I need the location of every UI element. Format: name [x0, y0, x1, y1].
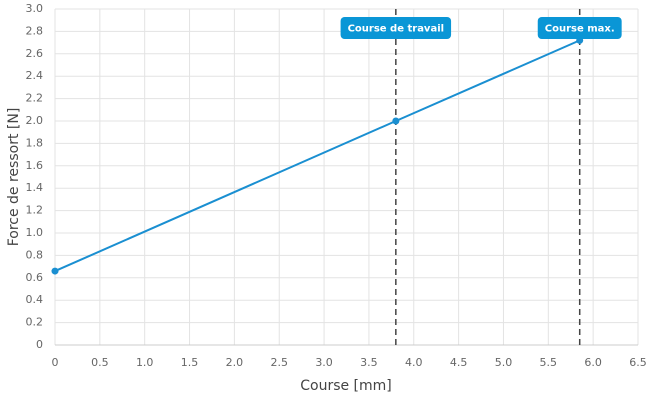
- y-tick-label: 2.2: [26, 92, 44, 105]
- annotation-box: [537, 17, 622, 39]
- x-tick-label: 1.5: [181, 356, 199, 369]
- y-tick-label: 3.0: [26, 2, 44, 15]
- y-tick-label: 1.2: [26, 204, 44, 217]
- y-axis-title: Force de ressort [N]: [6, 108, 22, 247]
- line: [54, 39, 581, 272]
- x-axis-title: Course [mm]: [300, 378, 392, 394]
- y-tick-label: 2.0: [26, 114, 44, 127]
- y-tick-label: 0.6: [26, 271, 44, 284]
- x-tick-label: 4.5: [450, 356, 468, 369]
- y-tick-label: 0.2: [26, 316, 44, 329]
- y-tick-label: 2.4: [26, 69, 44, 82]
- annotation-label: Course de travail: [348, 24, 444, 35]
- x-tick-label: 3.0: [315, 356, 333, 369]
- y-tick-label: 0: [36, 338, 43, 351]
- x-tick-label: 5.5: [540, 356, 558, 369]
- annotation-box: [340, 17, 452, 39]
- y-tick-label: 0.4: [26, 293, 44, 306]
- annotation-label: Course max.: [545, 24, 615, 35]
- x-tick-label: 5.0: [495, 356, 513, 369]
- y-tick-label: 0.8: [26, 248, 44, 261]
- y-tick-label: 1.8: [26, 136, 44, 149]
- y-tick-label: 1.4: [26, 181, 44, 194]
- x-tick-label: 6.0: [584, 356, 602, 369]
- y-tick-label: 2.8: [26, 24, 44, 37]
- x-tick-label: 2.0: [226, 356, 244, 369]
- x-tick-label: 2.5: [270, 356, 288, 369]
- y-tick-label: 1.0: [26, 226, 44, 239]
- y-tick-label: 2.6: [26, 47, 44, 60]
- x-tick-label: 1.0: [136, 356, 154, 369]
- point: [392, 117, 400, 125]
- x-tick-label: 6.5: [629, 356, 647, 369]
- x-tick-label: 0: [52, 356, 59, 369]
- point: [51, 267, 59, 275]
- y-tick-label: 1.6: [26, 159, 44, 172]
- x-tick-label: 4.0: [405, 356, 423, 369]
- x-tick-label: 0.5: [91, 356, 109, 369]
- x-tick-label: 3.5: [360, 356, 378, 369]
- grid: [54, 8, 639, 346]
